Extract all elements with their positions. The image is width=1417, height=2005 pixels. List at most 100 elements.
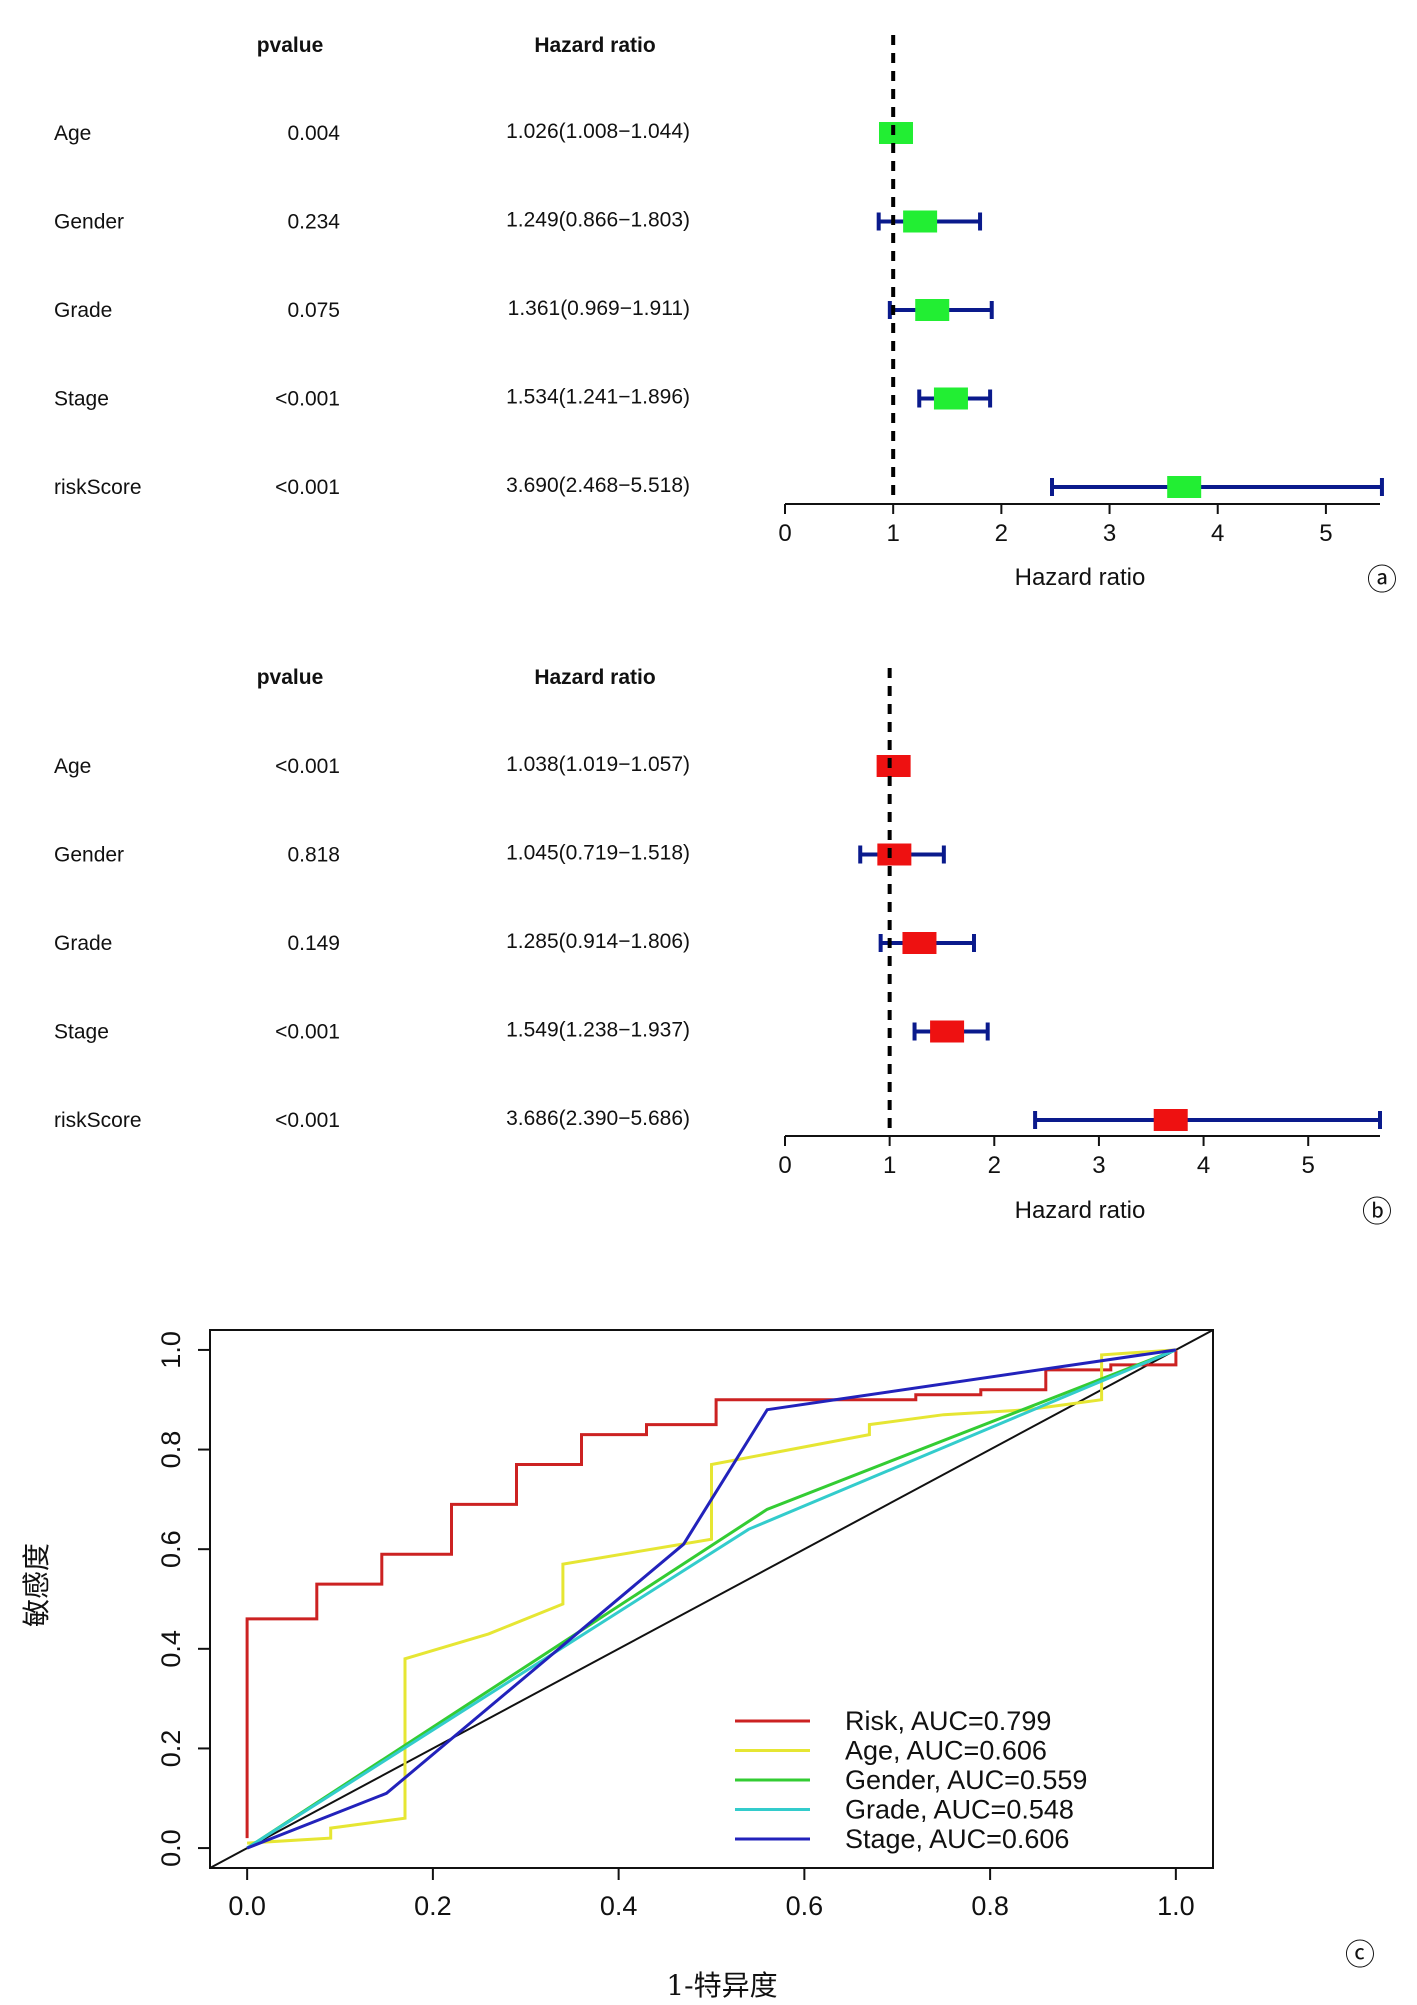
roc-series-line xyxy=(246,1348,1177,1850)
forest-row-name: Gender xyxy=(54,211,124,234)
forest-row-hr: 1.285(0.914−1.806) xyxy=(506,930,690,953)
forest-row-pvalue: <0.001 xyxy=(275,476,340,499)
x-tick-label: 0.6 xyxy=(786,1891,824,1921)
x-tick-label: 0.8 xyxy=(971,1891,1009,1921)
forest-row-name: Grade xyxy=(54,299,112,322)
forest-plot-b: pvalue Hazard ratio Age <0.001 1.038(1.019… xyxy=(54,666,1392,1230)
roc-series-line xyxy=(247,1348,1177,1845)
forest-b-pvalue-header: pvalue xyxy=(257,666,324,689)
forest-row-name: Grade xyxy=(54,932,112,955)
forest-row-name: riskScore xyxy=(54,1109,142,1132)
hr-box xyxy=(878,122,913,144)
forest-a-pvalue-header: pvalue xyxy=(257,34,324,57)
x-tick-label: 4 xyxy=(1197,1152,1210,1179)
forest-row-hr: 1.038(1.019−1.057) xyxy=(506,753,690,776)
diagonal-reference xyxy=(209,1329,1214,1869)
hr-box xyxy=(1153,1109,1188,1131)
panel-label-c: ⓒ xyxy=(1345,1938,1375,1973)
forest-row-name: Stage xyxy=(54,1021,109,1044)
roc-series-line xyxy=(245,1349,1178,1839)
y-tick-label: 0.8 xyxy=(156,1431,186,1469)
forest-b-hr-header: Hazard ratio xyxy=(534,666,655,689)
x-tick-label: 2 xyxy=(995,520,1008,547)
legend-entry: Risk, AUC=0.799 xyxy=(845,1706,1051,1736)
hr-box xyxy=(877,843,912,866)
roc-plot-c: 0.0 0.2 0.4 0.6 0.8 1.0 0.0 0.2 0.4 0.6 0.8 1.0 Ris… xyxy=(20,1329,1375,2002)
x-tick-label: 0.4 xyxy=(600,1891,638,1921)
x-tick-label: 3 xyxy=(1092,1152,1105,1179)
x-tick-label: 0.0 xyxy=(228,1891,266,1921)
roc-lines xyxy=(209,1329,1214,1869)
forest-row-pvalue: 0.149 xyxy=(287,932,340,955)
forest-row-pvalue: <0.001 xyxy=(275,1021,340,1044)
forest-a-marks xyxy=(876,35,1384,504)
roc-xlabel: 1-特异度 xyxy=(666,1969,777,2002)
hr-box xyxy=(903,210,938,233)
hr-box xyxy=(1167,476,1202,498)
x-tick-label: 4 xyxy=(1211,520,1224,547)
forest-row-pvalue: 0.234 xyxy=(287,211,340,234)
forest-row-hr: 1.045(0.719−1.518) xyxy=(506,842,690,865)
forest-row-name: Stage xyxy=(54,388,109,411)
forest-row-hr: 1.549(1.238−1.937) xyxy=(506,1019,690,1042)
hr-box xyxy=(902,932,937,954)
roc-series-line xyxy=(246,1348,1177,1850)
forest-row-hr: 3.690(2.468−5.518) xyxy=(506,474,690,497)
y-tick-label: 0.4 xyxy=(156,1630,186,1668)
forest-row-hr: 1.249(0.866−1.803) xyxy=(506,209,690,232)
forest-row-hr: 3.686(2.390−5.686) xyxy=(506,1107,690,1130)
forest-row-name: Gender xyxy=(54,844,124,867)
forest-row-name: Age xyxy=(54,122,91,145)
forest-row-name: Age xyxy=(54,755,91,778)
y-tick-label: 1.0 xyxy=(156,1331,186,1369)
y-tick-label: 0.0 xyxy=(156,1829,186,1867)
legend-entry: Stage, AUC=0.606 xyxy=(845,1824,1069,1854)
panel-label-b: ⓑ xyxy=(1362,1195,1392,1230)
forest-row-pvalue: 0.004 xyxy=(287,122,340,145)
x-tick-label: 1 xyxy=(887,520,900,547)
legend-entry: Grade, AUC=0.548 xyxy=(845,1795,1074,1825)
x-tick-label: 1 xyxy=(883,1152,896,1179)
hr-box xyxy=(933,387,968,410)
forest-row-pvalue: <0.001 xyxy=(275,388,340,411)
x-tick-label: 5 xyxy=(1319,520,1332,547)
forest-row-pvalue: <0.001 xyxy=(275,755,340,778)
y-tick-label: 0.6 xyxy=(156,1530,186,1568)
x-tick-label: 0 xyxy=(778,1152,791,1179)
plot-frame xyxy=(209,1329,1214,1869)
forest-b-axis: 0 1 2 3 4 5 xyxy=(778,1135,1380,1179)
legend-entry: Age, AUC=0.606 xyxy=(845,1736,1047,1766)
forest-a-hr-header: Hazard ratio xyxy=(534,34,655,57)
hr-box xyxy=(930,1020,965,1043)
forest-a-axis: 0 1 2 3 4 5 xyxy=(778,503,1380,547)
legend-entry: Gender, AUC=0.559 xyxy=(845,1765,1087,1795)
forest-row-hr: 1.026(1.008−1.044) xyxy=(506,120,690,143)
x-tick-label: 0.2 xyxy=(414,1891,452,1921)
forest-row-pvalue: 0.075 xyxy=(287,299,340,322)
panel-label-a: ⓐ xyxy=(1367,563,1397,598)
forest-b-xlabel: Hazard ratio xyxy=(1015,1197,1146,1224)
forest-row-pvalue: 0.818 xyxy=(287,844,340,867)
forest-row-hr: 1.361(0.969−1.911) xyxy=(508,297,690,320)
forest-plot-a: pvalue Hazard ratio Age 0.004 1.026(1.008−… xyxy=(54,34,1397,598)
forest-b-marks xyxy=(858,668,1382,1136)
hr-box xyxy=(915,299,950,321)
x-tick-label: 3 xyxy=(1103,520,1116,547)
forest-row-pvalue: <0.001 xyxy=(275,1109,340,1132)
forest-b-rows: Age <0.001 1.038(1.019−1.057) Gender 0.818 1.… xyxy=(54,753,690,1132)
x-tick-label: 0 xyxy=(778,520,791,547)
x-tick-label: 2 xyxy=(988,1152,1001,1179)
x-tick-label: 5 xyxy=(1302,1152,1315,1179)
forest-a-rows: Age 0.004 1.026(1.008−1.044) Gender 0.234 1.2… xyxy=(54,120,690,499)
roc-axes: 0.0 0.2 0.4 0.6 0.8 1.0 0.0 0.2 0.4 0.6 0.8 1.0 xyxy=(156,1329,1214,1921)
roc-ylabel: 敏感度 xyxy=(20,1543,53,1627)
forest-row-hr: 1.534(1.241−1.896) xyxy=(506,386,690,409)
hr-box xyxy=(876,755,911,777)
roc-series-line xyxy=(246,1348,1177,1850)
forest-a-xlabel: Hazard ratio xyxy=(1015,564,1146,591)
y-tick-label: 0.2 xyxy=(156,1730,186,1768)
forest-row-name: riskScore xyxy=(54,476,142,499)
x-tick-label: 1.0 xyxy=(1157,1891,1195,1921)
